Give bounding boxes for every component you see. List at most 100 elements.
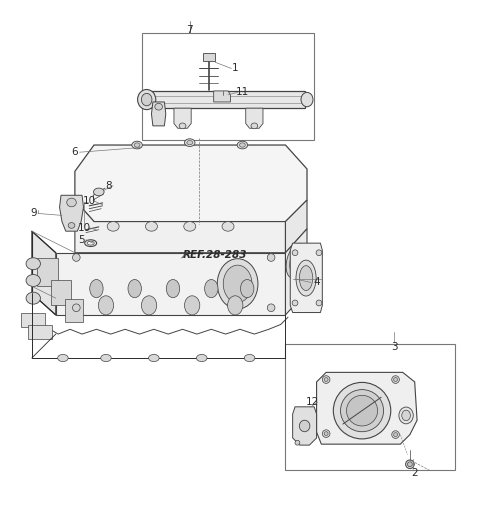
Ellipse shape — [72, 254, 80, 261]
Text: 6: 6 — [72, 147, 78, 157]
Polygon shape — [56, 253, 286, 315]
Ellipse shape — [68, 222, 75, 228]
Ellipse shape — [184, 139, 195, 146]
Polygon shape — [32, 231, 56, 315]
Ellipse shape — [72, 304, 80, 312]
Ellipse shape — [399, 407, 413, 424]
Ellipse shape — [228, 296, 243, 315]
Polygon shape — [214, 91, 230, 102]
Ellipse shape — [292, 300, 298, 306]
Text: 4: 4 — [313, 278, 320, 287]
Ellipse shape — [98, 296, 114, 315]
Text: 11: 11 — [236, 88, 249, 97]
Ellipse shape — [166, 280, 180, 298]
Ellipse shape — [149, 354, 159, 362]
Text: 12: 12 — [306, 397, 319, 407]
Polygon shape — [246, 108, 263, 128]
Ellipse shape — [145, 221, 157, 231]
Ellipse shape — [184, 221, 196, 231]
Bar — [286, 344, 456, 471]
Polygon shape — [75, 200, 286, 253]
Ellipse shape — [316, 300, 322, 306]
Ellipse shape — [251, 123, 258, 129]
Ellipse shape — [101, 354, 111, 362]
Ellipse shape — [184, 296, 200, 315]
Polygon shape — [51, 281, 71, 305]
Ellipse shape — [301, 92, 313, 107]
Ellipse shape — [394, 433, 397, 437]
Polygon shape — [75, 145, 307, 221]
Ellipse shape — [402, 410, 410, 421]
Text: 7: 7 — [186, 25, 193, 35]
Ellipse shape — [237, 141, 248, 149]
Ellipse shape — [67, 198, 76, 207]
Ellipse shape — [333, 383, 391, 439]
Ellipse shape — [267, 254, 275, 261]
Ellipse shape — [128, 280, 142, 298]
Ellipse shape — [347, 396, 378, 426]
Ellipse shape — [26, 274, 40, 286]
Ellipse shape — [300, 420, 310, 432]
Ellipse shape — [222, 221, 234, 231]
Ellipse shape — [392, 376, 399, 383]
Ellipse shape — [134, 143, 140, 147]
Ellipse shape — [296, 260, 316, 296]
Polygon shape — [21, 313, 45, 327]
Ellipse shape — [394, 377, 397, 382]
Ellipse shape — [340, 389, 384, 432]
Ellipse shape — [323, 376, 330, 383]
Ellipse shape — [292, 250, 298, 255]
Ellipse shape — [142, 93, 152, 106]
Ellipse shape — [286, 244, 307, 279]
Text: 10: 10 — [78, 223, 91, 233]
Ellipse shape — [324, 377, 328, 382]
Ellipse shape — [295, 440, 300, 445]
Ellipse shape — [240, 280, 254, 298]
Ellipse shape — [267, 304, 275, 312]
Ellipse shape — [26, 292, 40, 304]
Ellipse shape — [289, 249, 303, 273]
Ellipse shape — [107, 221, 119, 231]
Polygon shape — [317, 372, 417, 444]
Ellipse shape — [138, 90, 156, 110]
Polygon shape — [152, 102, 166, 126]
Ellipse shape — [142, 296, 157, 315]
Ellipse shape — [244, 354, 255, 362]
Polygon shape — [286, 229, 307, 315]
Text: 5: 5 — [78, 235, 84, 245]
Polygon shape — [174, 108, 191, 128]
Ellipse shape — [179, 123, 186, 129]
Ellipse shape — [300, 266, 313, 290]
Ellipse shape — [204, 280, 218, 298]
Polygon shape — [286, 200, 307, 253]
Ellipse shape — [196, 354, 207, 362]
Polygon shape — [293, 407, 317, 445]
Text: 1: 1 — [232, 63, 239, 74]
Polygon shape — [36, 259, 58, 286]
Polygon shape — [290, 243, 323, 313]
Ellipse shape — [324, 432, 328, 436]
Polygon shape — [28, 324, 52, 339]
Bar — [142, 32, 314, 140]
Ellipse shape — [240, 143, 245, 147]
Text: 3: 3 — [391, 342, 397, 352]
Ellipse shape — [406, 460, 414, 469]
Ellipse shape — [132, 141, 143, 149]
Bar — [203, 53, 215, 61]
Ellipse shape — [94, 188, 104, 196]
Ellipse shape — [26, 258, 40, 270]
Text: 8: 8 — [105, 181, 112, 191]
Ellipse shape — [316, 250, 322, 255]
Polygon shape — [60, 195, 84, 231]
Ellipse shape — [187, 141, 192, 145]
Text: 9: 9 — [30, 209, 36, 218]
Polygon shape — [65, 299, 84, 322]
Text: 10: 10 — [83, 196, 96, 206]
Ellipse shape — [223, 265, 252, 302]
Polygon shape — [152, 91, 305, 108]
Ellipse shape — [408, 462, 412, 467]
Ellipse shape — [155, 104, 162, 110]
Text: REF.28-283: REF.28-283 — [182, 250, 247, 260]
Ellipse shape — [90, 280, 103, 298]
Ellipse shape — [217, 259, 258, 309]
